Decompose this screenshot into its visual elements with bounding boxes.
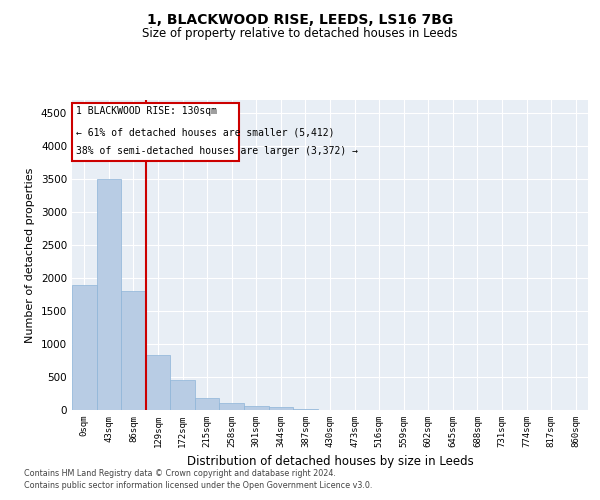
Bar: [121, 292, 146, 410]
Text: 38% of semi-detached houses are larger (3,372) →: 38% of semi-detached houses are larger (…: [76, 146, 358, 156]
Text: Size of property relative to detached houses in Leeds: Size of property relative to detached ho…: [142, 28, 458, 40]
Text: ← 61% of detached houses are smaller (5,412): ← 61% of detached houses are smaller (5,…: [76, 128, 335, 138]
Text: Contains public sector information licensed under the Open Government Licence v3: Contains public sector information licen…: [24, 481, 373, 490]
Bar: [195, 398, 220, 410]
Text: Contains HM Land Registry data © Crown copyright and database right 2024.: Contains HM Land Registry data © Crown c…: [24, 468, 336, 477]
Bar: [146, 356, 170, 410]
Bar: [170, 380, 195, 410]
Bar: [97, 179, 121, 410]
Bar: [269, 408, 293, 410]
Text: 1 BLACKWOOD RISE: 130sqm: 1 BLACKWOOD RISE: 130sqm: [76, 106, 217, 116]
Text: 1, BLACKWOOD RISE, LEEDS, LS16 7BG: 1, BLACKWOOD RISE, LEEDS, LS16 7BG: [147, 12, 453, 26]
FancyBboxPatch shape: [73, 104, 239, 160]
Y-axis label: Number of detached properties: Number of detached properties: [25, 168, 35, 342]
Bar: [72, 284, 97, 410]
X-axis label: Distribution of detached houses by size in Leeds: Distribution of detached houses by size …: [187, 456, 473, 468]
Bar: [244, 406, 269, 410]
Bar: [220, 404, 244, 410]
